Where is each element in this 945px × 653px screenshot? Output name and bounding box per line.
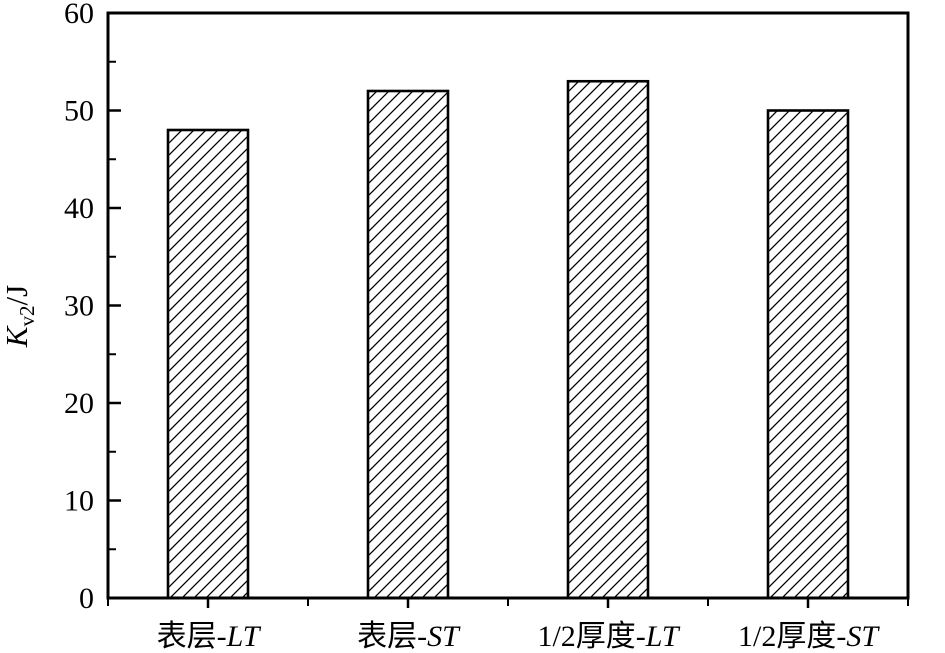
y-tick-label: 60 — [64, 0, 94, 30]
bar-表层-ST — [366, 89, 450, 600]
y-tick-label: 40 — [64, 192, 94, 225]
y-tick-label: 20 — [64, 387, 94, 420]
x-axis-tick-labels: 表层-LT 表层-ST 1/2厚度-LT 1/2厚度-ST — [157, 620, 881, 653]
bar-1/2厚度-ST — [766, 109, 850, 600]
y-axis-title-main: K — [0, 324, 34, 348]
x-tick-label-suffix: LT — [645, 620, 681, 653]
plot-frame — [106, 11, 910, 600]
x-tick-label-suffix: ST — [427, 620, 461, 653]
x-tick-label: 表层-ST — [357, 620, 461, 653]
x-axis-ticks — [107, 598, 909, 608]
y-tick-label: 0 — [79, 582, 94, 615]
y-axis-ticks — [108, 11, 121, 600]
x-tick-label-prefix: 1/2厚度- — [537, 620, 645, 653]
y-axis-title-subscript: v2 — [15, 306, 39, 327]
y-tick-label: 50 — [64, 95, 94, 128]
bars-group — [166, 79, 850, 600]
x-tick-label: 1/2厚度-LT — [537, 620, 680, 653]
y-axis-title: Kv2/J — [0, 285, 39, 348]
x-tick-label-prefix: 1/2厚度- — [738, 620, 846, 653]
bar-1/2厚度-LT — [566, 79, 650, 600]
x-tick-label-suffix: LT — [226, 620, 262, 653]
y-tick-label: 30 — [64, 290, 94, 323]
x-tick-label-suffix: ST — [846, 620, 880, 653]
x-tick-label-prefix: 表层- — [157, 620, 227, 653]
x-tick-label-prefix: 表层- — [357, 620, 427, 653]
bar-表层-LT — [166, 128, 250, 600]
x-tick-label: 1/2厚度-ST — [738, 620, 880, 653]
y-axis-title-suffix: /J — [0, 285, 34, 306]
x-tick-label: 表层-LT — [157, 620, 262, 653]
y-tick-label: 10 — [64, 485, 94, 518]
y-axis-tick-labels: 0 10 20 30 40 50 60 — [64, 0, 94, 615]
